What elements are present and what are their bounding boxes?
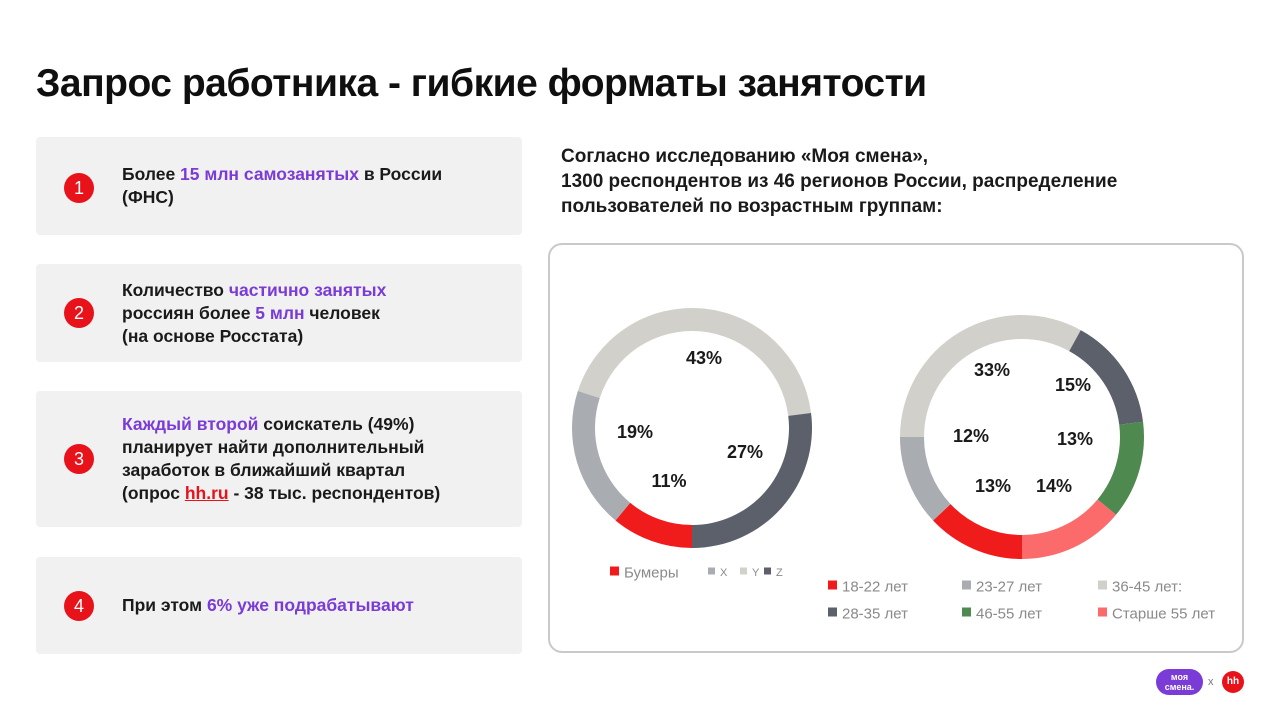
data-label: 11% bbox=[651, 471, 686, 491]
fact-text-part: человек bbox=[304, 303, 380, 323]
fact-card-3: 3 Каждый второй соискатель (49%) планируе… bbox=[36, 391, 522, 527]
fact-text-part: Более bbox=[122, 164, 181, 184]
donut-slice bbox=[615, 502, 692, 548]
fact-text-part: Количество bbox=[122, 280, 229, 300]
fact-card-4: 4 При этом 6% уже подрабатывают bbox=[36, 557, 522, 654]
donut-slice bbox=[1069, 330, 1144, 425]
fact-card-1: 1 Более 15 млн самозанятых в России (ФНС) bbox=[36, 137, 522, 235]
study-description: Согласно исследованию «Моя смена», 1300 … bbox=[561, 144, 1251, 219]
fact-text-part: (опрос bbox=[122, 483, 185, 503]
fact-text-part: заработок в ближайший квартал bbox=[122, 460, 406, 480]
donut-slice bbox=[577, 307, 812, 416]
fact-card-2: 2 Количество частично занятых россиян бол… bbox=[36, 264, 522, 362]
fact-text: Каждый второй соискатель (49%) планирует … bbox=[122, 413, 506, 505]
legend-label: Старше 55 лет bbox=[1112, 605, 1215, 622]
data-label: 15% bbox=[1055, 375, 1091, 395]
number-badge: 1 bbox=[64, 173, 94, 203]
fact-text-part: (на основе Росстата) bbox=[122, 326, 304, 346]
legend-swatch bbox=[764, 567, 771, 575]
donut-slice bbox=[933, 504, 1022, 559]
legend-swatch bbox=[708, 567, 715, 575]
fact-text: Количество частично занятых россиян более… bbox=[122, 279, 506, 348]
hh-ru-link[interactable]: hh.ru bbox=[184, 483, 229, 503]
legend-label: X bbox=[720, 567, 728, 579]
legend-swatch bbox=[1098, 607, 1107, 617]
data-label: 14% bbox=[1036, 476, 1072, 496]
data-label: 27% bbox=[727, 442, 763, 462]
data-label: 13% bbox=[1057, 429, 1093, 449]
legend-label: Z bbox=[776, 567, 783, 579]
fact-text: Более 15 млн самозанятых в России (ФНС) bbox=[122, 163, 506, 209]
fact-text-part: - 38 тыс. респондентов) bbox=[228, 483, 441, 503]
highlight-text: Каждый второй bbox=[122, 414, 259, 434]
data-label: 43% bbox=[686, 348, 722, 368]
study-line: Согласно исследованию «Моя смена», bbox=[561, 146, 929, 167]
charts-panel bbox=[548, 243, 1244, 653]
fact-text: При этом 6% уже подрабатывают bbox=[122, 594, 506, 617]
fact-text-part: в России bbox=[358, 164, 443, 184]
legend-label: 18-22 лет bbox=[842, 578, 908, 595]
number-badge: 4 bbox=[64, 591, 94, 621]
donut-slice bbox=[1022, 499, 1117, 559]
study-line: пользователей по возрастным группам: bbox=[561, 196, 943, 217]
donut-slice bbox=[692, 412, 812, 548]
highlight-text: частично занятых bbox=[228, 280, 387, 300]
donut-slice bbox=[900, 437, 951, 521]
data-label: 13% bbox=[975, 476, 1011, 496]
legend-label: 46-55 лет bbox=[976, 605, 1042, 622]
legend-swatch bbox=[962, 607, 971, 617]
fact-text-part: планирует найти дополнительный bbox=[122, 437, 425, 457]
fact-text-part: соискатель (49%) bbox=[258, 414, 415, 434]
legend-swatch bbox=[962, 580, 971, 590]
hh-logo: hh bbox=[1222, 671, 1244, 693]
data-label: 12% bbox=[953, 426, 989, 446]
donut-slice bbox=[900, 315, 1081, 437]
legend-swatch bbox=[828, 607, 837, 617]
legend-swatch bbox=[1098, 580, 1107, 590]
legend-label: 23-27 лет bbox=[976, 578, 1042, 595]
logo-separator: x bbox=[1208, 676, 1214, 688]
legend-swatch bbox=[740, 567, 747, 575]
fact-text-part: (ФНС) bbox=[122, 187, 174, 207]
highlight-text: 15 млн самозанятых bbox=[180, 164, 359, 184]
page-title: Запрос работника - гибкие форматы занято… bbox=[36, 62, 927, 105]
highlight-text: 6% уже подрабатывают bbox=[206, 595, 414, 615]
donut-slice bbox=[572, 390, 631, 521]
number-badge: 3 bbox=[64, 444, 94, 474]
number-badge: 2 bbox=[64, 298, 94, 328]
data-label: 33% bbox=[974, 360, 1010, 380]
legend-label: Бумеры bbox=[624, 564, 679, 581]
highlight-text: 5 млн bbox=[255, 303, 305, 323]
donut-slice bbox=[1097, 421, 1144, 515]
moya-smena-logo: моя смена. bbox=[1156, 669, 1203, 695]
legend-swatch bbox=[610, 566, 619, 576]
legend-swatch bbox=[828, 580, 837, 590]
data-label: 19% bbox=[617, 422, 653, 442]
fact-text-part: россиян более bbox=[122, 303, 256, 323]
legend-label: 36-45 лет: bbox=[1112, 578, 1182, 595]
legend-label: Y bbox=[752, 567, 760, 579]
study-line: 1300 респондентов из 46 регионов России,… bbox=[561, 171, 1118, 192]
legend-label: 28-35 лет bbox=[842, 605, 908, 622]
fact-text-part: При этом bbox=[122, 595, 207, 615]
